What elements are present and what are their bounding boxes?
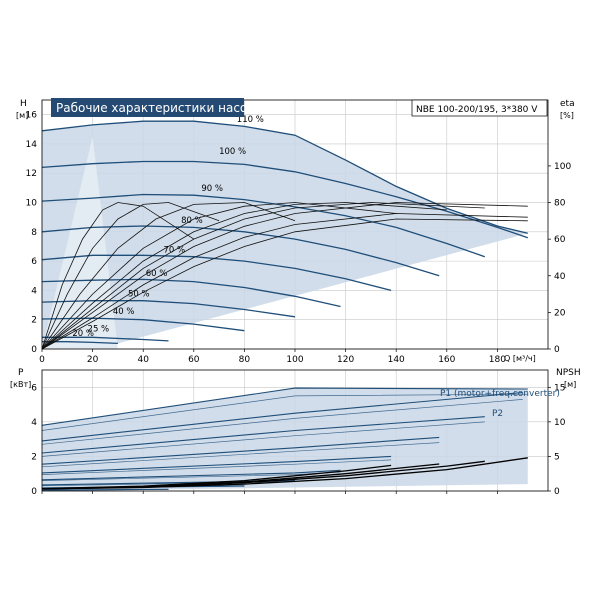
speed-curve-label: 90 % <box>201 184 223 194</box>
x-axis-label: Q [м³/ч] <box>504 354 536 363</box>
y2-tick-label: 100 <box>554 162 571 172</box>
npsh-tick-label: 5 <box>554 452 560 462</box>
efficiency-curve <box>41 202 447 350</box>
npsh-tick-label: 10 <box>554 418 566 428</box>
y-tick-label: 6 <box>31 257 37 267</box>
speed-curve-label: 40 % <box>113 307 135 317</box>
speed-curve <box>41 225 440 277</box>
y-axis-label: H <box>20 99 27 109</box>
p1-curve <box>41 469 341 481</box>
speed-curve <box>41 160 529 239</box>
y-tick-label: 0 <box>31 345 37 355</box>
p-tick-label: 0 <box>31 487 37 497</box>
bottom-chart-labels: P [кВт] NPSH [м] P1 (motor+freq.converte… <box>10 368 581 419</box>
y2-tick-label: 20 <box>554 308 566 318</box>
p1-curve <box>41 391 523 442</box>
p-axis-label: P <box>18 368 24 378</box>
npsh-axis-label: NPSH <box>556 368 581 378</box>
p2-curve <box>41 399 523 445</box>
p-tick-label: 2 <box>31 452 37 462</box>
model-box <box>411 99 548 117</box>
title-box <box>51 98 244 117</box>
npsh-tick-label: 0 <box>554 487 560 497</box>
x-tick-label: 100 <box>286 355 303 365</box>
efficiency-curve <box>41 218 528 350</box>
speed-curve-label: 80 % <box>181 216 203 226</box>
speed-curve <box>41 278 341 308</box>
npsh-axis-unit: [м] <box>564 380 576 389</box>
efficiency-curve <box>41 213 528 350</box>
efficiency-curve <box>41 202 296 350</box>
p2-label: P2 <box>492 409 503 419</box>
background-layer: 110 %100 %90 %80 %70 %60 %50 %40 %25 %20… <box>26 99 571 497</box>
x-tick-label: 40 <box>137 355 149 365</box>
efficiency-curve <box>41 202 397 350</box>
p2-curve <box>41 421 485 457</box>
efficiency-curve <box>41 202 195 350</box>
efficiency-curve <box>41 202 485 350</box>
speed-curve <box>41 193 486 258</box>
x-tick-label: 0 <box>39 355 45 365</box>
y-tick-label: 8 <box>31 228 37 238</box>
y2-tick-label: 60 <box>554 235 566 245</box>
p-axis-unit: [кВт] <box>10 380 31 389</box>
p2-curve <box>41 393 528 431</box>
x-tick-label: 160 <box>438 355 455 365</box>
y-tick-label: 12 <box>26 169 37 179</box>
p-tick-label: 6 <box>31 383 37 393</box>
x-tick-label: 140 <box>388 355 405 365</box>
y2-tick-label: 0 <box>554 345 560 355</box>
x-tick-label: 180 <box>489 355 506 365</box>
p2-curve <box>41 442 440 468</box>
y2-axis-label: eta <box>560 99 575 109</box>
y-axis-unit: [м] <box>16 111 28 120</box>
p1-label: P1 (motor+freq.converter) <box>440 389 560 399</box>
low-flow-region <box>42 136 118 349</box>
chart-title: Рабочие характеристики насоса <box>56 101 261 115</box>
x-tick-label: 80 <box>239 355 251 365</box>
npsh-curve <box>41 464 392 490</box>
y2-axis-unit: [%] <box>560 111 574 120</box>
top-plot: 110 %100 %90 %80 %70 %60 %50 %40 %25 %20… <box>26 99 571 365</box>
y2-tick-label: 80 <box>554 199 566 209</box>
speed-curve <box>41 300 296 318</box>
npsh-tick-label: 15 <box>554 383 565 393</box>
top-chart-labels: Рабочие характеристики насоса NBE 100-20… <box>16 98 575 363</box>
y-tick-label: 4 <box>31 286 37 296</box>
efficiency-curve <box>41 202 220 350</box>
p2-curve <box>41 489 169 491</box>
x-tick-label: 60 <box>188 355 200 365</box>
y2-tick-label: 40 <box>554 272 566 282</box>
speed-curve <box>41 254 392 292</box>
y-tick-label: 10 <box>26 199 38 209</box>
x-tick-label: 120 <box>337 355 354 365</box>
p1-curve <box>41 436 440 465</box>
p1-curve <box>41 455 392 474</box>
chart-subtitle: NBE 100-200/195, 3*380 V <box>416 105 538 115</box>
speed-curve-label: 25 % <box>88 324 110 334</box>
p1-curve <box>41 416 485 454</box>
efficiency-curve <box>41 202 528 350</box>
y-tick-label: 16 <box>26 111 38 121</box>
speed-curve-label: 100 % <box>219 147 246 157</box>
speed-curve <box>42 336 169 342</box>
x-tick-label: 20 <box>87 355 99 365</box>
p2-curve <box>41 459 392 475</box>
speed-curve-label: 60 % <box>146 269 168 279</box>
speed-curve <box>41 120 528 234</box>
p1-curve <box>41 387 528 426</box>
operating-region <box>42 121 528 344</box>
bottom-plot: 0 2 4 6 0 5 10 15 <box>31 369 566 497</box>
speed-curve-label: 110 % <box>237 115 264 125</box>
y-tick-label: 14 <box>26 140 38 150</box>
y-tick-label: 2 <box>31 316 37 326</box>
speed-curve-label: 50 % <box>128 289 150 299</box>
speed-curve-label: 20 % <box>72 329 94 339</box>
p-tick-label: 4 <box>31 418 37 428</box>
